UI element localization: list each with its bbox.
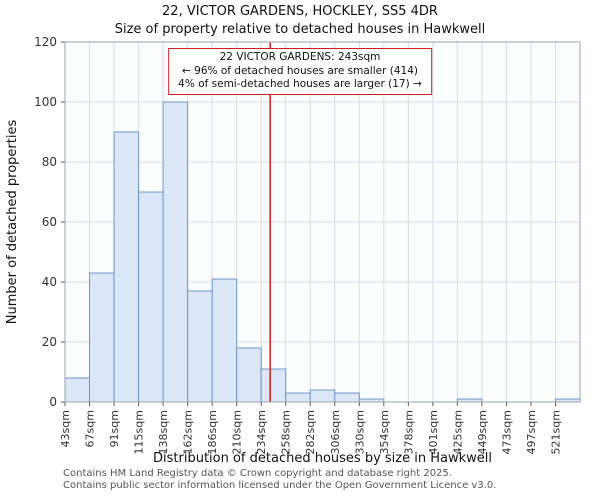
svg-text:Distribution of detached house: Distribution of detached houses by size … [153,451,492,466]
svg-text:425sqm: 425sqm [451,410,464,454]
svg-text:40: 40 [42,275,57,289]
chart-title: 22, VICTOR GARDENS, HOCKLEY, SS5 4DR [162,4,438,19]
svg-text:80: 80 [42,155,57,169]
svg-text:401sqm: 401sqm [427,410,440,454]
attribution-footer: Contains HM Land Registry data © Crown c… [63,468,593,492]
svg-text:234sqm: 234sqm [255,410,268,454]
attribution-line1: Contains HM Land Registry data © Crown c… [63,468,452,479]
svg-text:0: 0 [49,395,57,409]
svg-text:306sqm: 306sqm [329,410,342,454]
svg-text:521sqm: 521sqm [549,410,562,454]
svg-text:258sqm: 258sqm [280,410,293,454]
svg-text:67sqm: 67sqm [84,410,97,447]
svg-text:210sqm: 210sqm [231,410,244,454]
marker-annotation-line2: ← 96% of detached houses are smaller (41… [182,64,418,77]
svg-text:473sqm: 473sqm [500,410,513,454]
svg-text:186sqm: 186sqm [206,410,219,454]
svg-text:354sqm: 354sqm [378,410,391,454]
svg-text:20: 20 [42,335,57,349]
svg-text:162sqm: 162sqm [182,410,195,454]
marker-annotation-line1: 22 VICTOR GARDENS: 243sqm [219,51,381,63]
svg-text:43sqm: 43sqm [59,410,72,447]
marker-annotation-line3: 4% of semi-detached houses are larger (1… [178,78,422,91]
chart-subtitle: Size of property relative to detached ho… [114,22,486,37]
attribution-line2: Contains public sector information licen… [63,480,497,491]
svg-text:330sqm: 330sqm [353,410,366,454]
svg-text:449sqm: 449sqm [476,410,489,454]
svg-text:115sqm: 115sqm [133,410,146,454]
svg-text:497sqm: 497sqm [525,410,538,454]
marker-annotation-box: 22 VICTOR GARDENS: 243sqm ← 96% of detac… [168,48,432,95]
svg-text:91sqm: 91sqm [108,410,121,447]
svg-text:120: 120 [34,35,57,49]
svg-text:138sqm: 138sqm [157,410,170,454]
svg-text:378sqm: 378sqm [402,410,415,454]
svg-text:100: 100 [34,95,57,109]
svg-text:Number of detached properties: Number of detached properties [5,120,20,325]
svg-text:282sqm: 282sqm [304,410,317,454]
svg-text:60: 60 [42,215,57,229]
